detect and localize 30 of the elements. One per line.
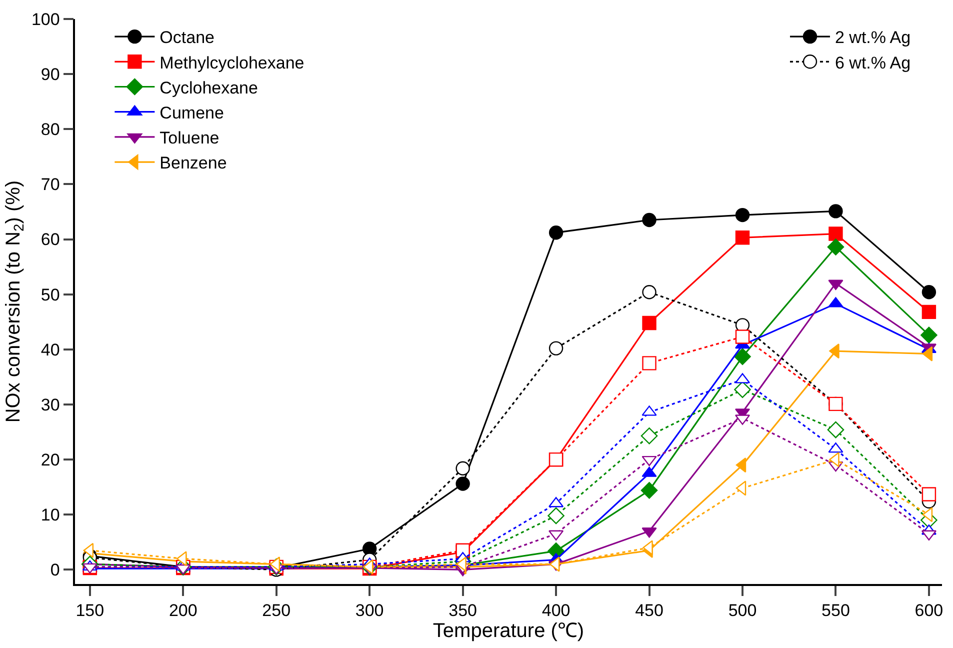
y-tick-label: 100 — [31, 10, 60, 29]
y-tick-label: 60 — [40, 230, 60, 250]
legend-label: 2 wt.% Ag — [834, 28, 911, 48]
y-tick-label: 80 — [40, 120, 60, 140]
legend-label: Benzene — [160, 154, 227, 173]
x-tick-label: 400 — [542, 601, 570, 620]
legend-label: Toluene — [160, 128, 220, 148]
legend-label: Methylcyclohexane — [160, 53, 304, 72]
y-tick-label: 50 — [40, 285, 60, 304]
x-tick-label: 500 — [728, 601, 757, 620]
x-tick-label: 300 — [355, 601, 384, 620]
x-axis-title: Temperature (℃) — [432, 620, 584, 642]
x-tick-label: 150 — [76, 601, 104, 620]
x-tick-label: 550 — [822, 601, 850, 620]
y-tick-label: 20 — [40, 450, 60, 470]
y-tick-label: 90 — [40, 65, 60, 84]
y-tick-label: 0 — [50, 560, 60, 580]
x-tick-label: 600 — [914, 601, 944, 620]
legend-label: Octane — [160, 28, 214, 48]
y-tick-label: 70 — [40, 175, 60, 194]
y-tick-label: 30 — [40, 395, 60, 414]
legend-label: 6 wt.% Ag — [834, 53, 911, 72]
x-tick-label: 250 — [262, 601, 291, 620]
legend-label: Cumene — [160, 103, 224, 122]
x-tick-label: 350 — [448, 601, 478, 620]
x-tick-label: 450 — [635, 601, 664, 620]
legend-label: Cyclohexane — [160, 78, 258, 98]
y-tick-label: 10 — [40, 506, 60, 525]
x-tick-label: 200 — [168, 601, 198, 620]
y-tick-label: 40 — [40, 340, 60, 360]
